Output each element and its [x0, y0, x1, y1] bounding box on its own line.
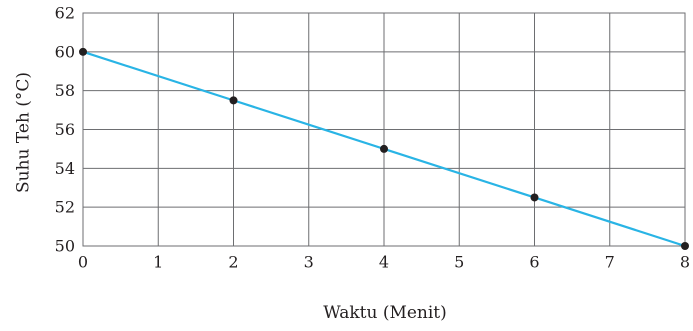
- data-point: [380, 144, 388, 153]
- x-tick-label: 2: [228, 253, 238, 272]
- y-tick-label: 52: [55, 198, 75, 217]
- x-tick-label: 1: [153, 253, 163, 272]
- y-tick-label: 54: [55, 159, 75, 178]
- data-point: [229, 96, 238, 105]
- y-tick-label: 56: [55, 120, 75, 139]
- data-point: [79, 47, 87, 56]
- series: [79, 47, 689, 250]
- x-tick-label: 3: [304, 253, 314, 272]
- y-axis-title: Suhu Teh (°C): [14, 72, 34, 193]
- y-tick-label: 62: [55, 4, 75, 23]
- y-axis-ticks: 50 52 54 56 58 60 62: [55, 4, 75, 256]
- x-tick-label: 6: [529, 253, 539, 272]
- data-point: [530, 193, 539, 202]
- x-tick-label: 4: [379, 253, 389, 272]
- x-tick-label: 8: [680, 253, 690, 272]
- x-axis-title: Waktu (Menit): [323, 303, 447, 323]
- y-tick-label: 50: [55, 237, 75, 256]
- data-point: [681, 242, 689, 250]
- x-tick-label: 5: [454, 253, 464, 272]
- x-tick-label: 0: [78, 253, 88, 272]
- grid: [82, 12, 686, 247]
- plot-area-frame: [82, 12, 686, 247]
- y-tick-label: 60: [55, 42, 75, 61]
- y-tick-label: 58: [55, 81, 75, 100]
- x-axis-ticks: 0 1 2 3 4 5 6 7 8: [78, 253, 690, 272]
- x-tick-label: 7: [605, 253, 615, 272]
